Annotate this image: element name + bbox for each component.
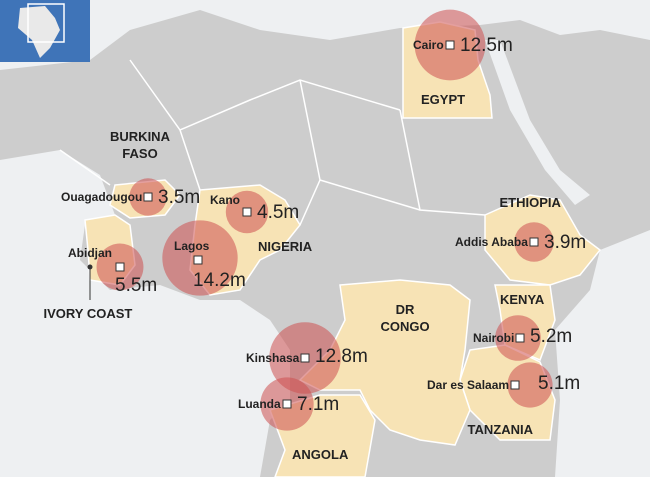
population-label: 5.2m [530, 325, 573, 347]
city-marker [510, 380, 520, 390]
population-label: 14.2m [193, 269, 246, 291]
city-name: Lagos [174, 239, 210, 253]
country-name: BURKINA FASO [110, 128, 170, 162]
city-marker [143, 192, 153, 202]
inset-map [0, 0, 90, 62]
population-label: 4.5m [257, 201, 300, 223]
population-label: 12.8m [315, 345, 368, 367]
city-name: Addis Ababa [455, 235, 528, 249]
country-name: ETHIOPIA [499, 195, 561, 210]
country-name: IVORY COAST [43, 306, 133, 321]
sea [0, 0, 650, 70]
sea [0, 150, 290, 477]
city-marker [242, 207, 252, 217]
city-dot [87, 264, 93, 270]
sea [555, 230, 650, 477]
population-label: 3.5m [158, 186, 201, 208]
country-name: TANZANIA [467, 422, 533, 437]
city-marker [115, 262, 125, 272]
city-name: Nairobi [473, 331, 515, 345]
population-label: 5.1m [538, 372, 581, 394]
population-label: 3.9m [544, 231, 587, 253]
country-name: EGYPT [421, 92, 466, 107]
city-name: Kinshasa [246, 351, 300, 365]
city-name: Dar es Salaam [427, 378, 510, 392]
city-name: Luanda [238, 397, 281, 411]
population-label: 5.5m [115, 274, 158, 296]
city-name: Abidjan [68, 246, 112, 260]
city-marker [515, 333, 525, 343]
borders [59, 59, 486, 226]
city-marker [282, 399, 292, 409]
city-marker [445, 40, 455, 50]
sea [485, 40, 590, 205]
city-name: Ouagadougou [61, 190, 143, 204]
city-name: Cairo [413, 38, 444, 52]
city-name: Kano [210, 193, 240, 207]
city-marker [193, 255, 203, 265]
country-name: KENYA [500, 292, 545, 307]
population-bubble [507, 362, 553, 408]
country-name: DR CONGO [380, 301, 430, 335]
country-name: NIGERIA [258, 239, 313, 254]
city-marker [529, 237, 539, 247]
population-label: 7.1m [297, 393, 340, 415]
country-name: ANGOLA [292, 447, 349, 462]
city-marker [300, 353, 310, 363]
population-label: 12.5m [460, 34, 513, 56]
